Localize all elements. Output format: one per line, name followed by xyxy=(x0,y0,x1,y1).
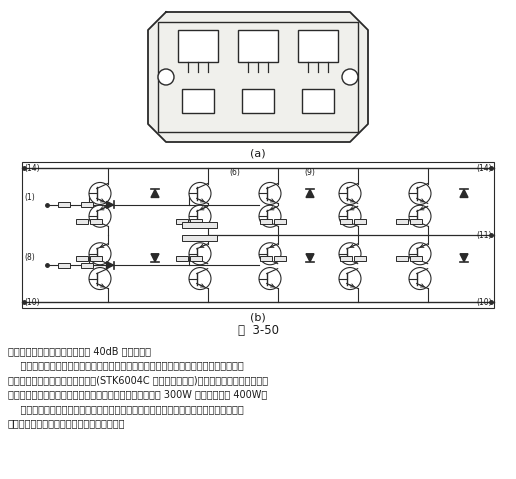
Circle shape xyxy=(89,268,111,289)
Circle shape xyxy=(342,69,358,85)
Circle shape xyxy=(89,243,111,265)
Text: (14): (14) xyxy=(476,163,492,172)
Circle shape xyxy=(409,268,431,289)
Bar xyxy=(340,256,352,261)
Bar xyxy=(176,256,188,261)
Bar xyxy=(81,202,93,207)
Text: (11): (11) xyxy=(476,230,492,240)
Bar xyxy=(90,256,102,261)
Bar xyxy=(242,89,274,113)
Circle shape xyxy=(189,268,211,289)
Circle shape xyxy=(259,268,281,289)
Circle shape xyxy=(339,182,361,205)
Text: 用仪表风扇并加一个智能控制电路效果更佳。: 用仪表风扇并加一个智能控制电路效果更佳。 xyxy=(8,419,125,429)
Circle shape xyxy=(259,205,281,227)
Bar xyxy=(76,256,88,261)
Circle shape xyxy=(409,243,431,265)
Bar xyxy=(274,219,286,224)
Text: (14): (14) xyxy=(24,163,40,172)
Bar xyxy=(354,219,366,224)
Bar xyxy=(260,219,272,224)
Polygon shape xyxy=(460,190,468,197)
Circle shape xyxy=(89,182,111,205)
Circle shape xyxy=(409,205,431,227)
Text: (6): (6) xyxy=(230,168,240,176)
Polygon shape xyxy=(151,254,159,262)
Polygon shape xyxy=(106,201,114,208)
Bar xyxy=(176,219,188,224)
Bar xyxy=(298,30,338,62)
Bar xyxy=(354,256,366,261)
Bar xyxy=(190,256,202,261)
Bar xyxy=(190,219,202,224)
Text: 値得一提的是元器件与电源的质量。因越简单的电路对元器件与电源的要求就越高，所: 値得一提的是元器件与电源的质量。因越简单的电路对元器件与电源的要求就越高，所 xyxy=(8,361,244,370)
Text: 图  3-50: 图 3-50 xyxy=(237,324,279,337)
Text: 护功能齐全的开关稳压电源，作为立体声应选择电源功率在 300W 以上，本例为 400W。: 护功能齐全的开关稳压电源，作为立体声应选择电源功率在 300W 以上，本例为 4… xyxy=(8,389,267,399)
Text: (10): (10) xyxy=(24,297,40,307)
Polygon shape xyxy=(306,254,314,262)
Bar xyxy=(58,262,70,268)
Bar xyxy=(22,162,494,308)
Polygon shape xyxy=(148,12,368,142)
Bar xyxy=(396,219,408,224)
Bar xyxy=(410,256,422,261)
Text: (b): (b) xyxy=(250,313,266,323)
Circle shape xyxy=(339,268,361,289)
Circle shape xyxy=(409,182,431,205)
Bar xyxy=(260,256,272,261)
Polygon shape xyxy=(151,190,159,197)
Circle shape xyxy=(339,243,361,265)
Circle shape xyxy=(89,205,111,227)
Bar xyxy=(340,219,352,224)
Circle shape xyxy=(189,205,211,227)
Bar xyxy=(182,235,217,241)
Bar xyxy=(182,222,217,228)
Bar xyxy=(182,89,214,113)
Circle shape xyxy=(339,205,361,227)
Polygon shape xyxy=(306,190,314,197)
Polygon shape xyxy=(460,254,468,262)
Bar xyxy=(158,22,358,132)
Text: (10): (10) xyxy=(476,297,492,307)
Bar xyxy=(302,89,334,113)
Text: 本功放制作十分简单，几乎不用调试就可正常工作。因功率大，特别要注意散热，若能: 本功放制作十分简单，几乎不用调试就可正常工作。因功率大，特别要注意散热，若能 xyxy=(8,404,244,414)
Bar xyxy=(178,30,218,62)
Text: (9): (9) xyxy=(304,168,315,176)
Bar xyxy=(396,256,408,261)
Circle shape xyxy=(189,243,211,265)
Bar xyxy=(410,219,422,224)
Bar xyxy=(238,30,278,62)
Circle shape xyxy=(189,182,211,205)
Bar xyxy=(90,219,102,224)
Bar xyxy=(76,219,88,224)
Polygon shape xyxy=(106,262,114,269)
Circle shape xyxy=(259,182,281,205)
Circle shape xyxy=(259,243,281,265)
Bar xyxy=(274,256,286,261)
Text: (1): (1) xyxy=(24,193,35,202)
Text: 有的差分对与末级输出管都要配对(STK6004C 是天生的配对管)，电源最好能选带稳压及保: 有的差分对与末级输出管都要配对(STK6004C 是天生的配对管)，电源最好能选… xyxy=(8,375,268,385)
Text: 总增益可根据需要确定，一般在 40dB 左右为佳。: 总增益可根据需要确定，一般在 40dB 左右为佳。 xyxy=(8,346,151,356)
Text: (8): (8) xyxy=(24,253,35,262)
Text: (a): (a) xyxy=(250,148,266,158)
Bar xyxy=(81,262,93,268)
Bar xyxy=(58,202,70,207)
Circle shape xyxy=(158,69,174,85)
